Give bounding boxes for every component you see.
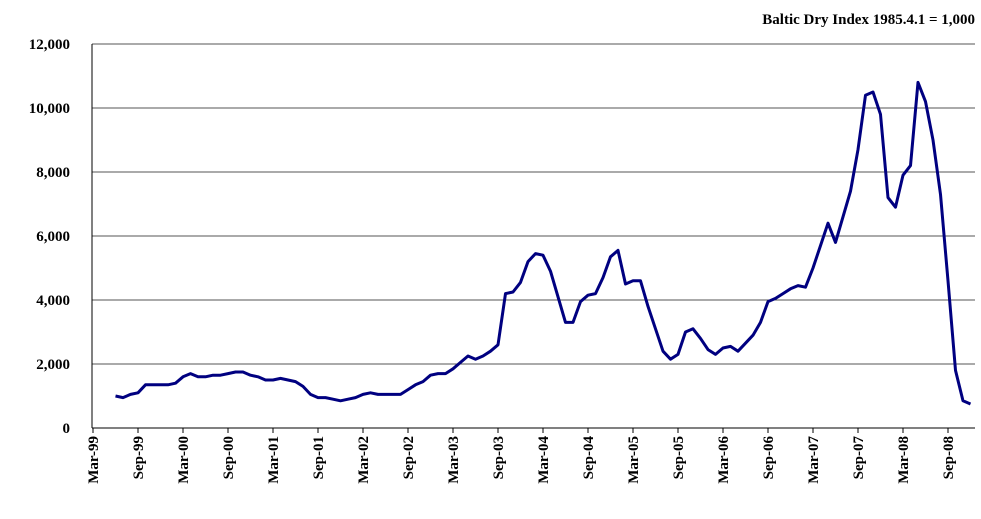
x-tick-label: Sep-99 [131,436,147,479]
x-tick-label: Sep-04 [581,436,597,480]
x-tick-label: Mar-08 [896,436,912,484]
x-tick-label: Mar-05 [626,436,642,484]
x-tick-label: Sep-05 [671,436,687,479]
x-tick-label: Sep-08 [941,436,957,479]
x-tick-label: Sep-02 [401,436,417,479]
x-tick-label: Mar-99 [86,436,102,484]
x-tick-label: Mar-04 [536,436,552,484]
y-tick-label: 0 [63,421,71,437]
chart-title: Baltic Dry Index 1985.4.1 = 1,000 [762,12,975,28]
x-tick-label: Mar-01 [266,436,282,484]
x-tick-label: Sep-03 [491,436,507,479]
x-tick-label: Mar-02 [356,436,372,484]
x-tick-label: Mar-06 [716,436,732,484]
x-tick-label: Mar-03 [446,436,462,484]
y-tick-label: 10,000 [29,101,70,117]
x-tick-label: Sep-01 [311,436,327,479]
x-tick-label: Sep-07 [851,436,867,480]
y-tick-label: 12,000 [29,37,70,53]
y-tick-label: 6,000 [36,229,70,245]
line-series [115,80,972,406]
x-tick-label: Mar-00 [176,436,192,484]
y-tick-label: 8,000 [36,165,70,181]
x-tick-label: Sep-06 [761,436,777,480]
x-tick-label: Mar-07 [806,436,822,484]
x-tick-label: Sep-00 [221,436,237,479]
y-tick-label: 2,000 [36,357,70,373]
y-tick-label: 4,000 [36,293,70,309]
